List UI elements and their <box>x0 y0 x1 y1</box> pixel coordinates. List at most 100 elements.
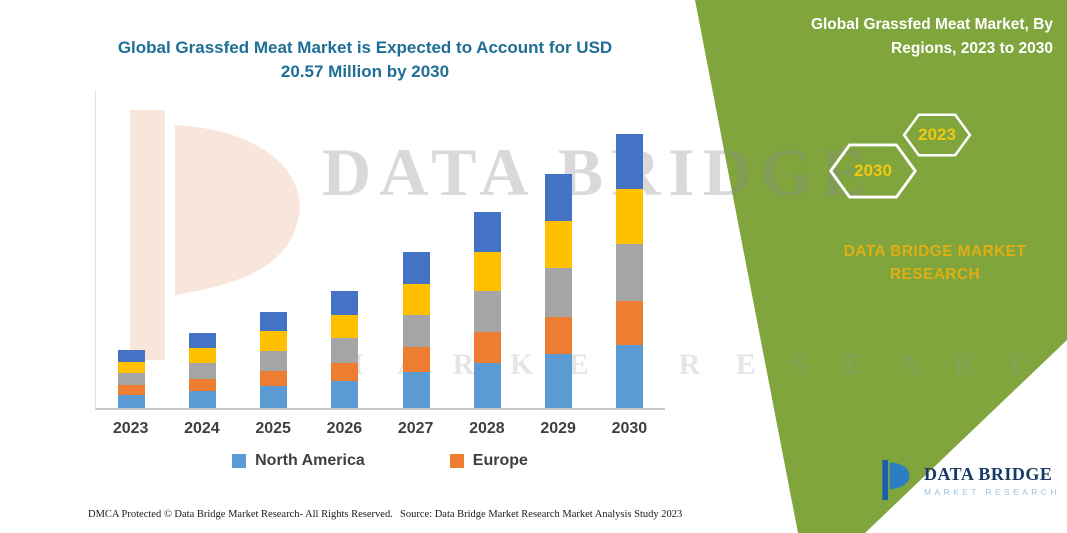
bar-segment <box>615 134 643 190</box>
data-bridge-logo-watermark-icon <box>90 70 340 405</box>
hexagon-2030-label: 2030 <box>854 161 892 180</box>
hexagon-2023: 2023 <box>902 110 972 160</box>
bar-slot <box>238 90 309 408</box>
chart-title-line2: 20.57 Million by 2030 <box>280 61 450 81</box>
data-bridge-logo: DATA BRIDGE MARKET RESEARCH <box>876 458 1060 502</box>
bar-segment <box>544 221 572 268</box>
legend-item: North America <box>232 452 365 470</box>
bar-segment <box>402 252 430 284</box>
bar-segment <box>118 361 146 374</box>
bar-segment <box>402 314 430 348</box>
bar-segment <box>118 350 146 362</box>
bar-segment <box>118 373 146 386</box>
bar-segment <box>402 283 430 315</box>
bar-segment <box>331 314 359 339</box>
bar-segment <box>118 385 146 395</box>
stacked-bar-2025 <box>260 312 288 408</box>
bar-slot <box>381 90 452 408</box>
bar-segment <box>189 348 217 364</box>
watermark-subtext: M A R K E T R E S E A R C H <box>335 348 1067 381</box>
bar-slot <box>96 90 167 408</box>
bar-segment <box>260 385 288 408</box>
bar-segment <box>473 363 501 408</box>
logo-text-block: DATA BRIDGE MARKET RESEARCH <box>924 464 1060 497</box>
bar-segment <box>189 390 217 408</box>
bar-segment <box>544 267 572 317</box>
bar-slot <box>594 90 665 408</box>
bar-segment <box>331 381 359 408</box>
stacked-bar-2026 <box>331 291 359 408</box>
legend: North America Europe <box>95 452 665 470</box>
stacked-bar-2029 <box>544 174 572 408</box>
bar-segment <box>615 345 643 408</box>
bar-segment <box>331 362 359 382</box>
bar-segment <box>615 301 643 346</box>
hexagon-outline-icon <box>902 113 972 157</box>
plot-area <box>95 90 665 410</box>
x-axis-label: 2030 <box>611 420 648 437</box>
legend-swatch-icon <box>232 454 247 468</box>
bar-segment <box>544 316 572 355</box>
x-axis-label: 2027 <box>397 420 434 437</box>
bar-slot <box>523 90 594 408</box>
bar-segment <box>544 174 572 222</box>
bar-segment <box>615 189 643 244</box>
bar-segment <box>473 290 501 332</box>
bars-row <box>96 90 665 408</box>
x-axis-label: 2026 <box>326 420 363 437</box>
bar-segment <box>473 251 501 291</box>
logo-subtitle: MARKET RESEARCH <box>924 486 1060 497</box>
stacked-bar-2028 <box>473 212 501 408</box>
bar-slot <box>167 90 238 408</box>
hexagon-outline-icon <box>828 143 918 199</box>
bar-segment <box>402 372 430 408</box>
bar-segment <box>473 331 501 363</box>
bar-segment <box>260 331 288 351</box>
bar-segment <box>544 354 572 408</box>
chart-title: Global Grassfed Meat Market is Expected … <box>110 36 620 84</box>
bar-segment <box>260 350 288 371</box>
bar-slot <box>309 90 380 408</box>
legend-label: North America <box>255 452 365 469</box>
legend-swatch-icon <box>449 454 464 468</box>
x-axis-label: 2023 <box>112 420 149 437</box>
bar-segment <box>402 347 430 373</box>
data-bridge-b-icon <box>882 460 910 500</box>
stacked-bar-2030 <box>615 134 643 408</box>
footer-dmca: DMCA Protected © Data Bridge Market Rese… <box>88 509 393 520</box>
x-labels-row: 2023 2024 2025 2026 2027 2028 2029 2030 <box>95 420 665 438</box>
brand-line1: DATA BRIDGE MARKET <box>843 243 1027 260</box>
x-axis-label: 2029 <box>540 420 576 437</box>
logo-name: DATA BRIDGE <box>924 463 1053 484</box>
stacked-bar-2024 <box>189 333 217 408</box>
legend-label: Europe <box>472 452 528 469</box>
bar-segment <box>473 212 501 252</box>
stacked-bar-2027 <box>402 252 430 408</box>
bar-segment <box>331 291 359 315</box>
watermark-text: DATA BRIDGE <box>322 134 875 210</box>
side-heading-line1: Global Grassfed Meat Market, By <box>810 16 1053 33</box>
brand-text: DATA BRIDGE MARKET RESEARCH <box>795 240 1067 287</box>
stacked-bar-2023 <box>118 350 146 408</box>
bar-segment <box>260 370 288 386</box>
bar-segment <box>118 394 146 408</box>
x-axis-label: 2028 <box>469 420 505 437</box>
x-axis-label: 2025 <box>255 420 291 437</box>
legend-item: Europe <box>449 452 528 470</box>
bar-segment <box>615 243 643 302</box>
bar-segment <box>189 333 217 349</box>
side-panel-heading: Global Grassfed Meat Market, By Regions,… <box>735 13 1053 61</box>
bar-segment <box>189 378 217 391</box>
side-heading-line2: Regions, 2023 to 2030 <box>891 40 1053 58</box>
brand-line2: RESEARCH <box>889 266 981 284</box>
chart-title-line1: Global Grassfed Meat Market is Expected … <box>117 38 613 57</box>
bar-segment <box>331 338 359 363</box>
bar-segment <box>189 363 217 379</box>
hexagon-2030: 2030 <box>828 142 918 200</box>
hexagon-2023-label: 2023 <box>918 125 956 144</box>
footer-source: Source: Data Bridge Market Research Mark… <box>400 509 683 520</box>
bar-slot <box>452 90 523 408</box>
bar-segment <box>260 312 288 332</box>
x-axis-label: 2024 <box>184 420 220 437</box>
